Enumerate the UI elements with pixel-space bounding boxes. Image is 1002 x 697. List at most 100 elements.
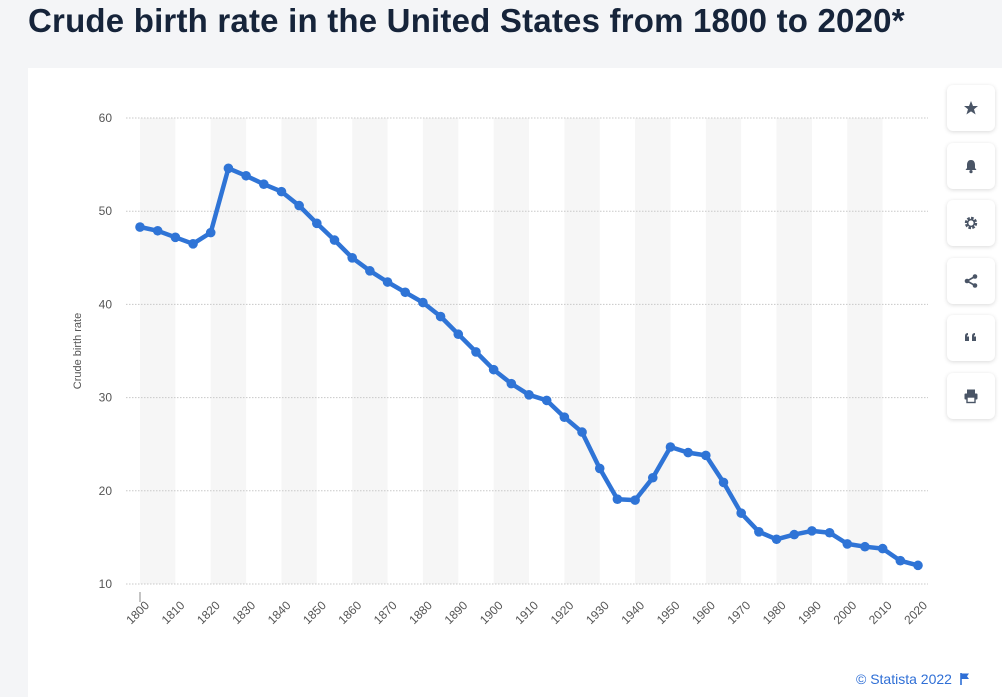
data-point (258, 179, 269, 189)
data-point (842, 539, 853, 549)
data-point (471, 347, 481, 357)
data-point (312, 218, 322, 229)
data-point (400, 287, 411, 298)
data-point (895, 555, 906, 566)
data-point (860, 541, 870, 552)
data-point (913, 560, 923, 571)
background-band (564, 118, 600, 584)
x-tick-label: 1830 (229, 598, 258, 627)
x-tick-label: 1890 (442, 598, 471, 627)
data-point (506, 378, 517, 389)
gear-icon (963, 215, 979, 231)
x-tick-label: 1920 (548, 598, 577, 627)
data-point (683, 447, 693, 458)
x-tick-label: 1900 (477, 598, 506, 627)
line-chart: 10 20 30 40 50 60 Crude birth rate 1800 1810 1820… (72, 111, 930, 627)
data-point (771, 534, 782, 545)
x-tick-label: 1910 (512, 598, 541, 627)
data-point (630, 495, 640, 505)
star-icon (963, 100, 979, 116)
y-tick-label: 10 (99, 577, 113, 591)
chart-card: 10 20 30 40 50 60 Crude birth rate 1800 1810 1820… (28, 68, 1002, 697)
x-tick-label: 1810 (159, 598, 188, 627)
data-point (329, 235, 340, 245)
notification-button[interactable] (947, 142, 995, 189)
cite-button[interactable] (947, 315, 995, 361)
print-button[interactable] (947, 372, 995, 419)
data-point (276, 186, 287, 197)
x-tick-label: 1850 (300, 598, 329, 627)
flag-icon (960, 673, 969, 685)
x-tick-label: 1990 (795, 598, 824, 627)
data-point (223, 163, 234, 174)
data-point (718, 477, 729, 488)
background-band (352, 118, 388, 584)
x-tick-label: 1880 (406, 598, 435, 627)
data-point (418, 297, 428, 308)
data-point (665, 442, 676, 452)
data-point (524, 390, 534, 400)
x-tick-label: 1960 (689, 598, 718, 627)
background-band (281, 118, 317, 584)
data-point (170, 232, 181, 243)
data-point (824, 527, 835, 538)
x-tick-label: 1980 (760, 598, 789, 627)
x-tick-label: 2010 (866, 598, 895, 627)
data-point (612, 494, 623, 504)
x-tick-label: 1820 (194, 598, 223, 627)
data-point (877, 543, 888, 554)
data-point (205, 227, 216, 238)
bell-icon (963, 158, 979, 174)
y-tick-label: 40 (99, 297, 113, 311)
data-point (365, 266, 375, 276)
quote-icon (963, 330, 979, 346)
background-band (635, 118, 671, 584)
page-title: Crude birth rate in the United States fr… (28, 2, 905, 39)
data-point (488, 364, 499, 375)
x-tick-label: 1840 (265, 598, 294, 627)
x-tick-label: 2000 (831, 598, 860, 627)
data-point (541, 395, 552, 406)
copyright-link[interactable]: © Statista 2022 (856, 671, 970, 687)
y-axis-label: Crude birth rate (72, 313, 84, 389)
data-point (241, 170, 251, 181)
x-tick-label: 1940 (618, 598, 647, 627)
background-band (422, 118, 459, 584)
y-tick-label: 30 (99, 391, 113, 405)
data-point (807, 526, 817, 536)
data-point (647, 472, 658, 483)
data-point (736, 508, 746, 518)
x-tick-label: 1860 (336, 598, 365, 627)
settings-button[interactable] (947, 200, 995, 246)
data-point (594, 463, 605, 474)
data-point (347, 253, 357, 263)
data-point (577, 427, 587, 437)
x-tick-label: 1800 (123, 598, 152, 627)
data-point (754, 527, 764, 537)
share-icon (963, 273, 979, 289)
share-button[interactable] (947, 257, 995, 304)
bookmark-button[interactable] (947, 85, 995, 131)
y-tick-label: 60 (99, 111, 113, 125)
background-band (493, 118, 529, 584)
chart-toolbar (947, 85, 995, 430)
background-band (140, 118, 176, 584)
data-point (559, 412, 570, 422)
x-tick-label: 1970 (725, 598, 754, 627)
data-point (435, 311, 446, 322)
copyright-text: © Statista 2022 (856, 671, 952, 687)
data-point (701, 450, 711, 461)
data-point (453, 329, 464, 340)
x-tick-label: 1950 (654, 598, 683, 627)
data-point (188, 239, 198, 249)
data-point (789, 529, 800, 540)
data-point (135, 222, 145, 232)
data-point (382, 277, 393, 287)
background-band (210, 118, 247, 584)
print-icon (963, 388, 979, 404)
background-band (776, 118, 812, 584)
data-point (152, 225, 163, 236)
x-tick-label: 2020 (901, 598, 930, 627)
x-tick-label: 1870 (371, 598, 400, 627)
background-band (847, 118, 883, 584)
